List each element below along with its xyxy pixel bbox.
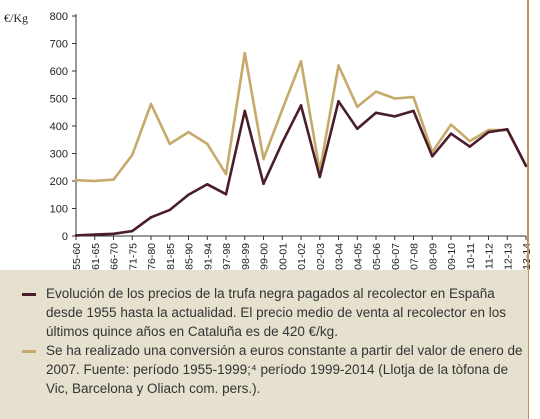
data-point-constante bbox=[130, 153, 134, 157]
chart-svg: 0 100 200 300 400 500 600 700 800 55-60 61-65 66-7… bbox=[4, 11, 533, 270]
x-tick-label: 09-10 bbox=[446, 243, 458, 270]
x-tick-label: 05-06 bbox=[371, 243, 383, 270]
data-point-constante bbox=[74, 178, 78, 182]
x-tick-label: 97-98 bbox=[221, 243, 233, 270]
data-point-constante bbox=[168, 142, 172, 146]
price-chart: 0 100 200 300 400 500 600 700 800 55-60 61-65 66-7… bbox=[4, 11, 533, 270]
data-point-recolector bbox=[337, 99, 340, 103]
data-point-recolector bbox=[505, 128, 509, 131]
series-line-constante bbox=[75, 51, 528, 183]
page-edge-rule bbox=[527, 0, 529, 419]
x-tick-label: 01-02 bbox=[296, 243, 308, 270]
x-tick-label: 08-09 bbox=[427, 243, 439, 270]
data-point-recolector bbox=[112, 232, 115, 236]
data-point-recolector bbox=[449, 132, 453, 135]
x-tick-label: 04-05 bbox=[352, 243, 364, 270]
x-tick-label: 11-12 bbox=[484, 243, 496, 269]
data-point-constante bbox=[393, 97, 397, 100]
data-point-recolector bbox=[149, 216, 153, 219]
data-point-recolector bbox=[524, 164, 528, 168]
y-tick-label: 800 bbox=[50, 11, 68, 23]
data-point-constante bbox=[449, 123, 453, 126]
y-tick-label: 700 bbox=[50, 39, 68, 51]
x-tick-label: 91-94 bbox=[202, 243, 214, 270]
x-tick-label: 00-01 bbox=[277, 243, 289, 270]
data-point-constante bbox=[112, 178, 115, 181]
x-tick-label: 06-07 bbox=[390, 243, 402, 270]
x-tick-label: 85-90 bbox=[184, 243, 196, 270]
data-point-constante bbox=[224, 172, 228, 176]
data-point-recolector bbox=[280, 141, 284, 144]
x-tick-label: 76-80 bbox=[146, 243, 158, 270]
x-tick-label: 61-65 bbox=[90, 243, 102, 270]
data-point-constante bbox=[205, 142, 209, 146]
data-point-recolector bbox=[262, 182, 265, 186]
data-point-recolector bbox=[205, 183, 209, 186]
data-point-constante bbox=[355, 105, 359, 109]
data-point-recolector bbox=[224, 192, 228, 196]
data-point-constante bbox=[243, 51, 247, 55]
y-axis-label: €/Kg bbox=[4, 11, 28, 25]
data-point-recolector bbox=[243, 109, 247, 113]
data-point-constante bbox=[412, 95, 415, 99]
x-tick-label: 81-85 bbox=[165, 243, 177, 270]
data-point-recolector bbox=[355, 127, 359, 131]
data-point-recolector bbox=[93, 233, 97, 236]
data-point-constante bbox=[187, 130, 190, 134]
data-point-recolector bbox=[430, 154, 434, 158]
data-point-recolector bbox=[187, 193, 190, 197]
x-tick-label: 99-00 bbox=[259, 243, 271, 270]
legend-swatch-constante bbox=[22, 350, 36, 353]
data-point-constante bbox=[374, 90, 378, 93]
x-tick-label: 66-70 bbox=[109, 243, 121, 270]
x-tick-label: 55-60 bbox=[71, 243, 83, 270]
legend-text-constante: Se ha realizado una conversión a euros c… bbox=[46, 343, 523, 396]
legend-text-recolector: Evolución de los precios de la trufa neg… bbox=[46, 286, 507, 339]
x-tick-label: 03-04 bbox=[334, 243, 346, 270]
data-point-constante bbox=[149, 102, 153, 106]
data-point-recolector bbox=[374, 111, 378, 115]
legend: Evolución de los precios de la trufa neg… bbox=[0, 270, 528, 419]
x-tick-label: 10-11 bbox=[465, 243, 477, 269]
data-point-constante bbox=[299, 60, 303, 63]
legend-swatch-recolector bbox=[22, 293, 36, 296]
x-tick-label: 02-03 bbox=[315, 243, 327, 270]
y-tick-label: 200 bbox=[50, 176, 68, 188]
x-tick-label: 12-13 bbox=[502, 243, 514, 270]
y-tick-label: 600 bbox=[50, 66, 68, 78]
data-point-recolector bbox=[130, 229, 134, 233]
y-tick-label: 500 bbox=[50, 94, 68, 106]
data-point-recolector bbox=[299, 104, 303, 107]
data-point-recolector bbox=[318, 175, 322, 179]
data-point-recolector bbox=[487, 130, 490, 134]
data-point-recolector bbox=[74, 234, 78, 237]
data-point-constante bbox=[280, 108, 284, 111]
y-tick-label: 0 bbox=[62, 231, 68, 243]
data-point-recolector bbox=[412, 109, 415, 113]
x-tick-label: 07-08 bbox=[409, 243, 421, 270]
data-point-constante bbox=[468, 139, 472, 143]
data-point-recolector bbox=[393, 115, 397, 118]
y-tick-label: 300 bbox=[50, 149, 68, 161]
data-point-recolector bbox=[168, 208, 172, 212]
data-point-constante bbox=[93, 179, 97, 183]
y-tick-label: 100 bbox=[50, 204, 68, 216]
data-point-recolector bbox=[468, 145, 472, 148]
x-tick-label: 98-99 bbox=[240, 243, 252, 270]
x-tick-label: 71-75 bbox=[127, 243, 139, 270]
y-tick-label: 400 bbox=[50, 121, 68, 133]
data-point-constante bbox=[337, 64, 340, 67]
data-point-constante bbox=[262, 157, 265, 161]
